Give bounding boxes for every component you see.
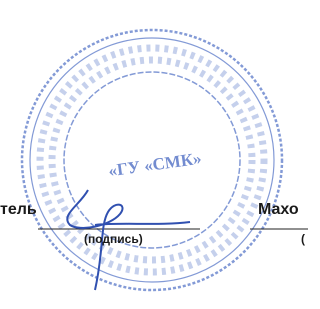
signature-caption: (подпись) (84, 232, 143, 246)
right-caption: ( (301, 232, 305, 246)
stamp-center-text: «ГУ «СМК» (107, 149, 202, 181)
right-text: Махо (258, 201, 299, 219)
stamp-and-signature: «ГУ «СМК» (0, 0, 308, 309)
document-fragment: «ГУ «СМК» тель (подпись) Махо ( (0, 0, 308, 309)
left-text: тель (0, 201, 37, 219)
